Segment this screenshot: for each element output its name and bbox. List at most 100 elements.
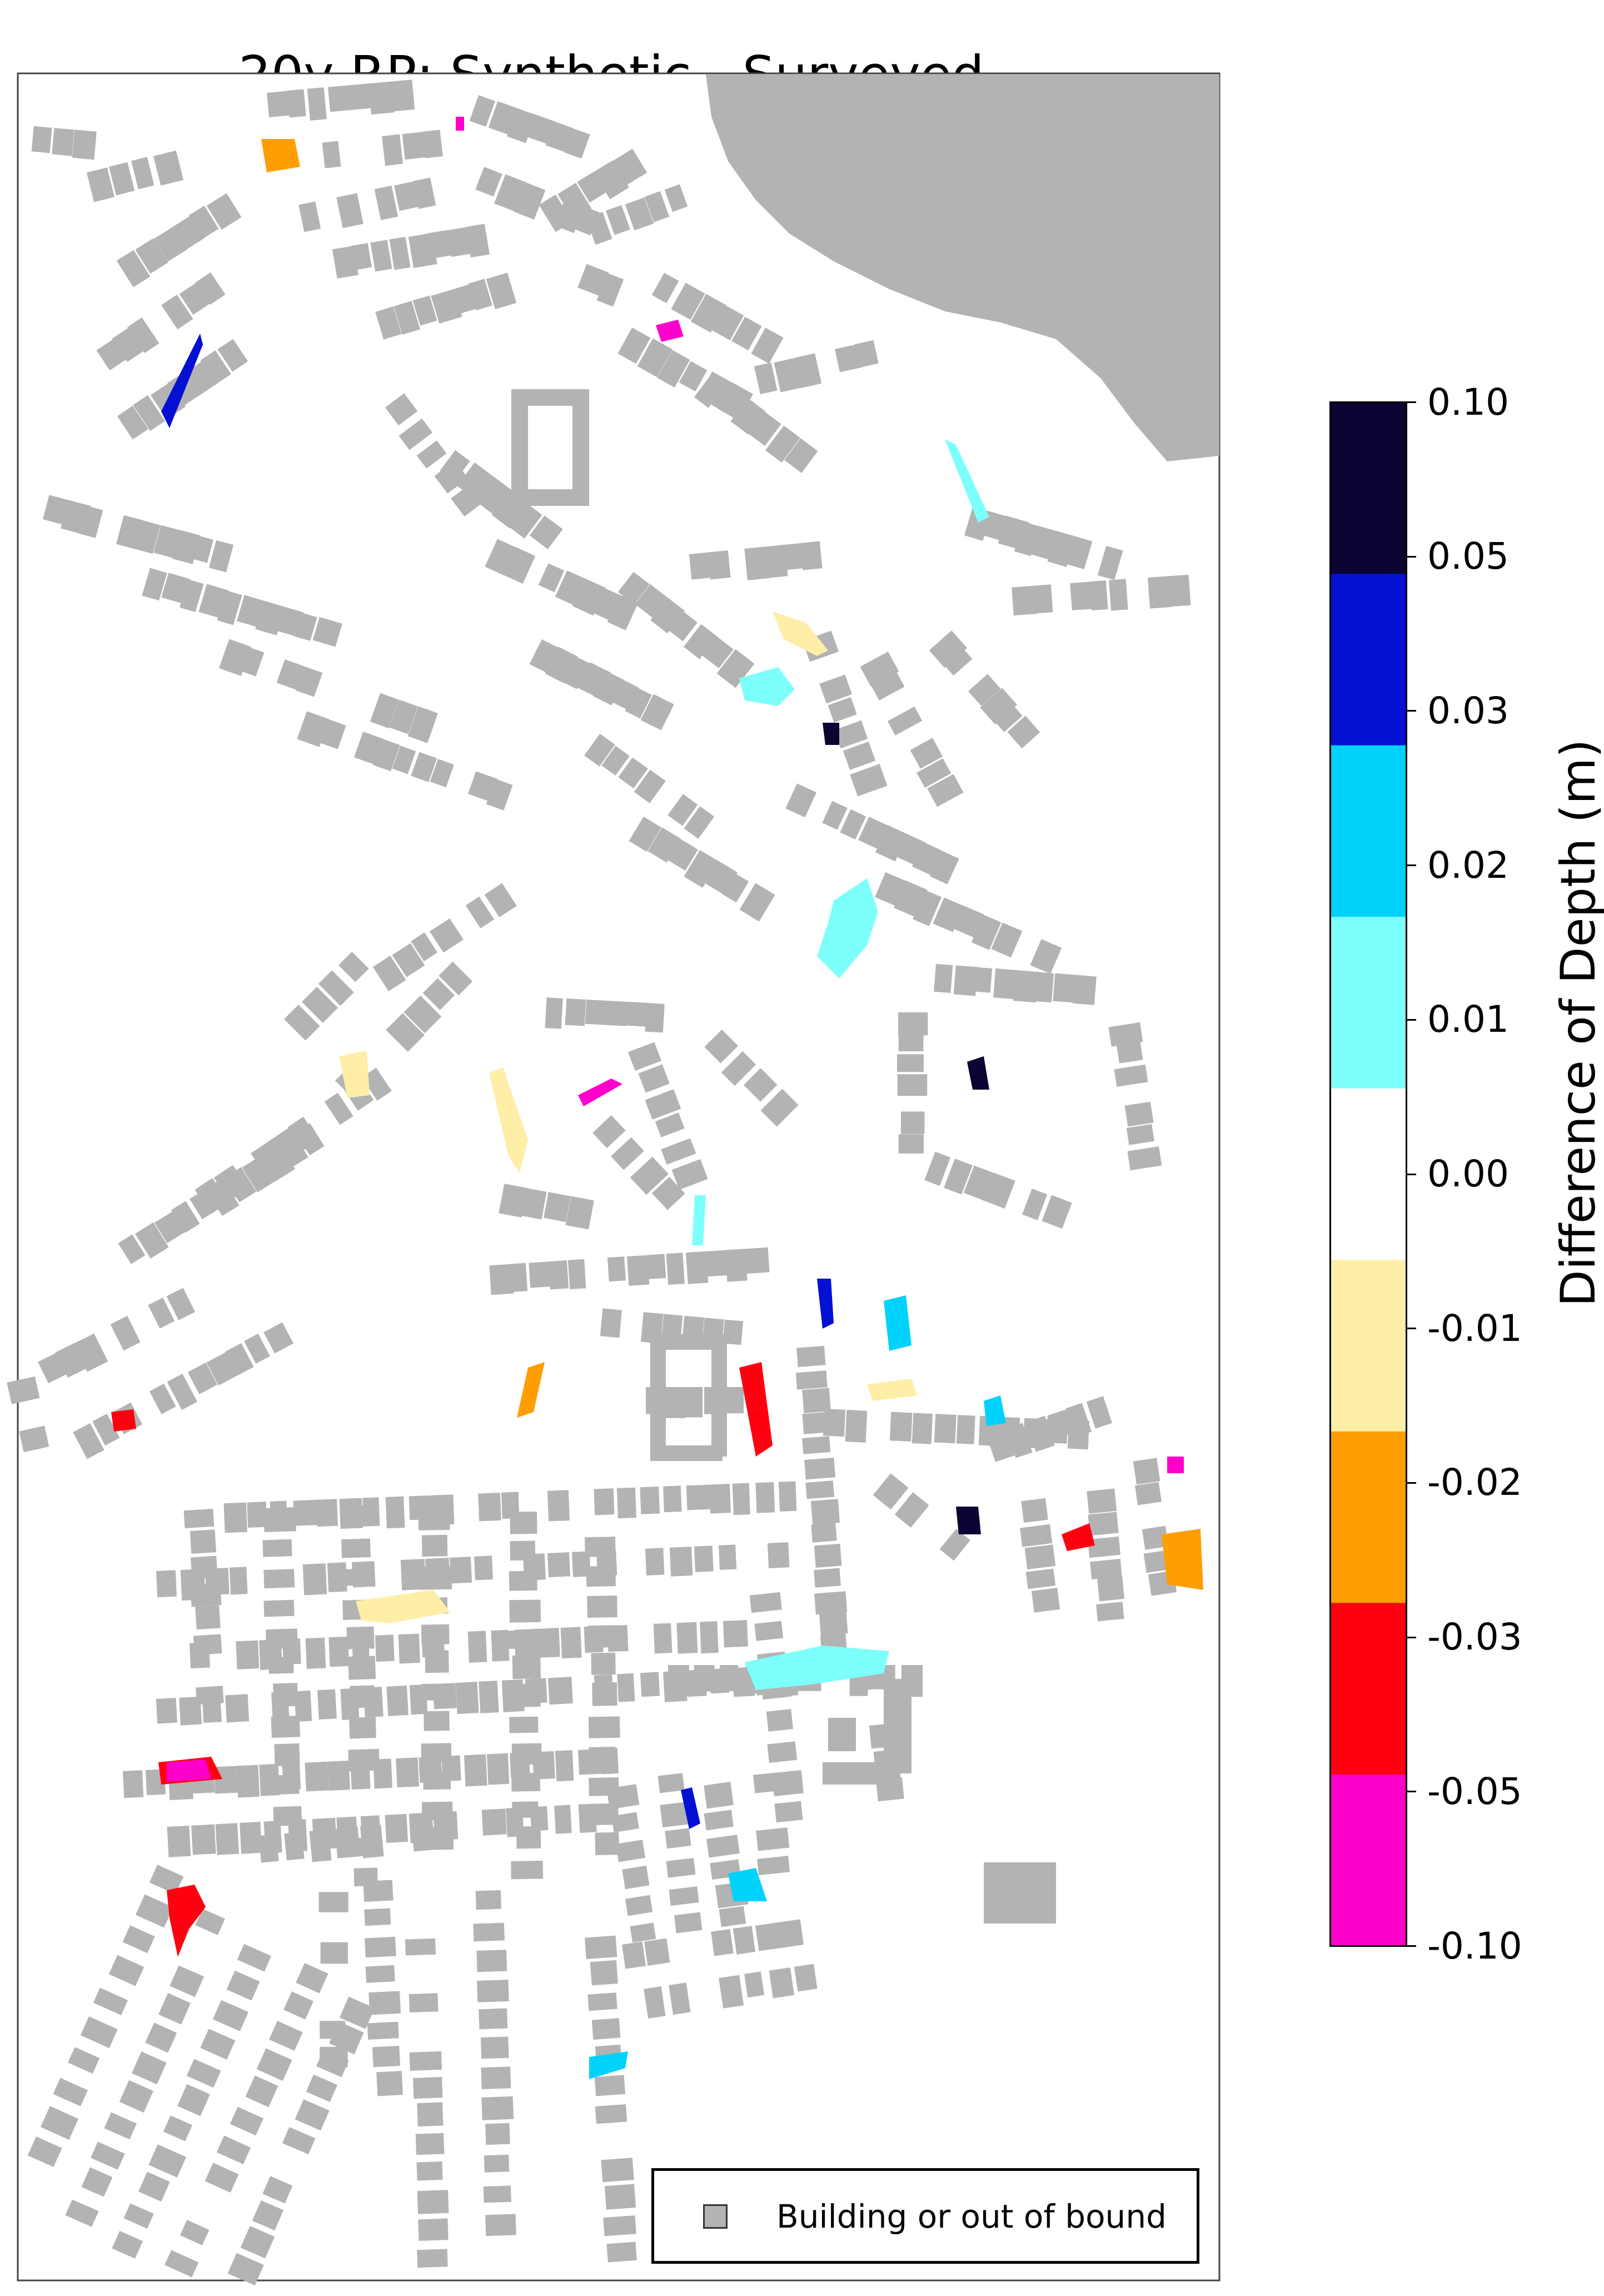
depth-difference-layer [111,117,1203,2079]
building [416,440,447,469]
building [316,1499,338,1527]
building [1089,580,1108,611]
building [1025,1568,1056,1589]
building [707,550,731,580]
building [993,703,1023,732]
building [348,83,371,110]
building [689,552,713,580]
building [398,418,433,450]
building [305,1761,329,1792]
building [769,1967,795,1999]
building [709,1484,731,1514]
difference-patch [823,723,839,745]
building [368,81,395,115]
building [595,2104,627,2124]
building [208,540,234,573]
building [586,212,612,245]
colorbar-tick-label: 0.01 [1427,998,1509,1041]
building [309,1829,332,1862]
building [318,970,354,1006]
building [236,1640,260,1669]
building [375,306,402,340]
building [1088,1536,1121,1558]
building [131,157,155,190]
building [68,2047,100,2074]
building [843,742,876,770]
legend-label: Building or out of bound [776,2198,1167,2235]
building [1022,1189,1048,1220]
building [814,1543,842,1568]
building [468,279,492,311]
building [213,1766,238,1794]
legend-swatch [703,2204,728,2229]
building [195,272,226,305]
building [510,1511,537,1534]
building [265,1628,298,1649]
building [1090,1558,1122,1579]
building [327,1760,350,1791]
building [243,1333,270,1364]
building [486,1753,510,1785]
building [251,1140,287,1178]
building [1020,1524,1053,1547]
building [293,612,317,641]
difference-patch [984,1395,1006,1426]
building [361,1067,392,1101]
building [190,1583,222,1607]
building [167,1825,191,1857]
building [19,1425,49,1453]
building [287,1116,319,1151]
building [912,842,942,876]
building [119,2080,153,2113]
building [346,1626,375,1649]
building [190,1555,218,1579]
building [368,1991,401,2015]
building [509,1716,539,1733]
building [1021,1498,1048,1523]
building [509,1263,528,1293]
building [1013,970,1039,1003]
building [953,965,978,996]
building [389,699,418,734]
building [242,1155,277,1192]
building [412,177,436,209]
building [55,1343,87,1378]
building [322,141,341,168]
difference-patch [728,1868,767,1901]
building [595,1832,620,1856]
building [604,2184,636,2210]
building [145,2022,177,2053]
building [900,1111,925,1134]
building [822,801,848,830]
building [676,1622,698,1654]
building [617,571,650,605]
building [667,794,698,826]
building [745,1247,770,1274]
building [934,1414,957,1444]
colorbar-tick [1407,1482,1416,1484]
building [394,181,421,211]
building [263,1599,295,1617]
building [889,1412,913,1442]
building [854,340,879,368]
building [828,697,857,723]
building [700,1621,719,1654]
building [215,1823,239,1855]
difference-patch [356,1590,450,1623]
building [230,2106,264,2136]
building [718,382,754,421]
colorbar-bin [1330,402,1407,574]
building [539,194,572,232]
building [65,2199,99,2227]
building [796,1345,826,1368]
building [328,85,351,112]
difference-patch [867,1379,917,1401]
building [794,353,822,389]
building [320,1942,348,1964]
building [671,1159,708,1190]
colorbar-tick [1407,1018,1416,1021]
building [650,1445,723,1461]
building [153,150,184,186]
difference-patch [817,1279,834,1329]
building [179,282,210,315]
